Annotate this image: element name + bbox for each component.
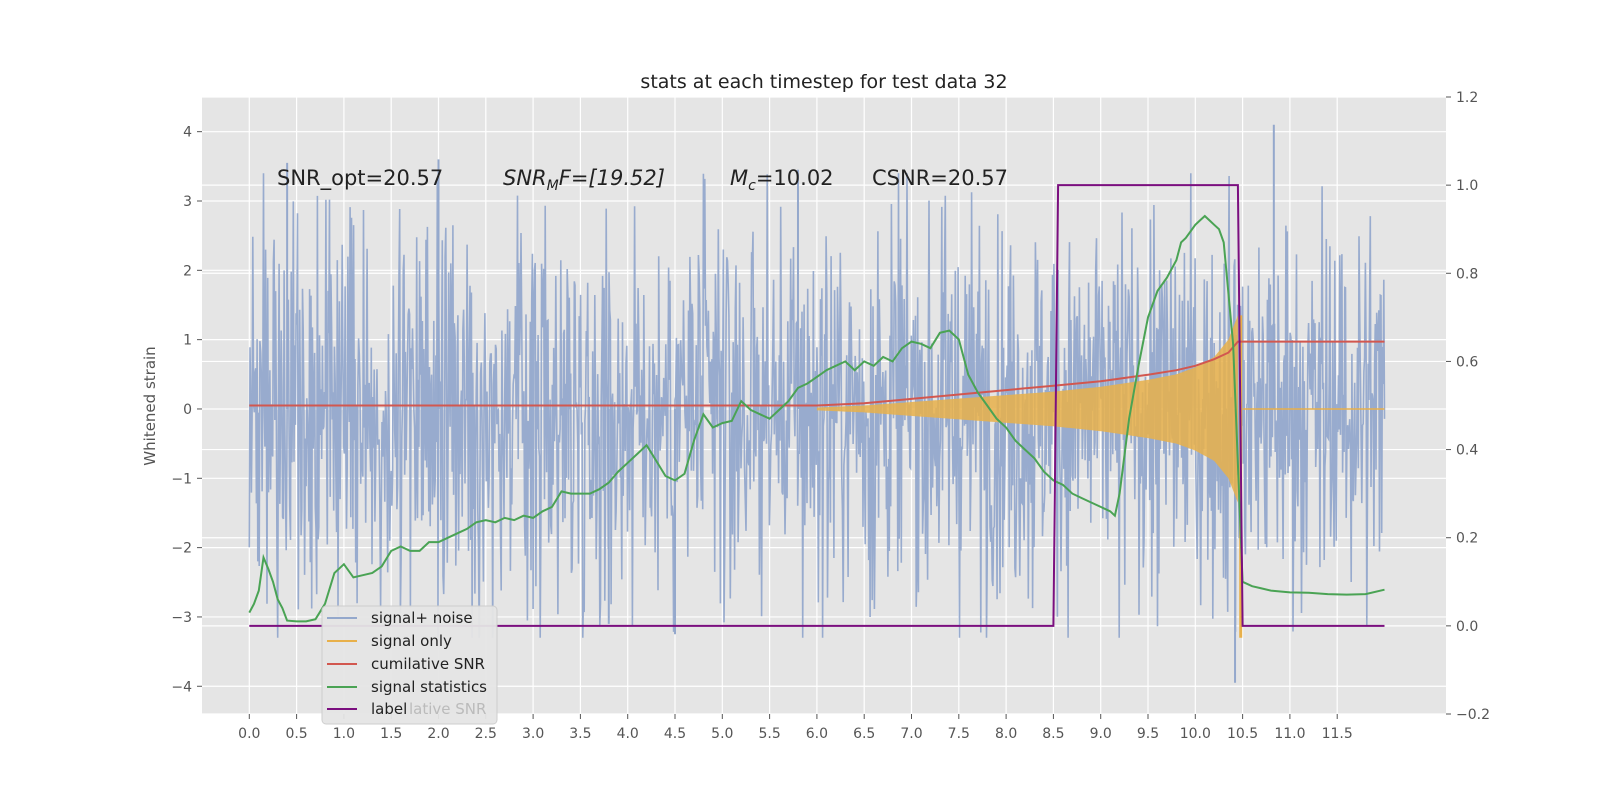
legend-entry-cumulative: cumilative SNR <box>371 655 485 673</box>
x-tick-label: 5.5 <box>758 726 780 742</box>
annotation-snr-mf: SNRMF=[19.52] <box>503 166 665 194</box>
y2-tick-label: 0.6 <box>1456 354 1478 370</box>
x-tick-label: 1.0 <box>333 726 355 742</box>
y2-tick-label: 1.2 <box>1456 90 1478 106</box>
y2-tick-label: −0.2 <box>1456 707 1490 723</box>
y2-tick-label: 0.8 <box>1456 266 1478 282</box>
y-tick-label: 4 <box>183 125 192 141</box>
y-tick-label: 3 <box>183 194 192 210</box>
y-tick-label: −3 <box>171 610 192 626</box>
x-tick-label: 7.5 <box>948 726 970 742</box>
x-tick-label: 2.5 <box>475 726 497 742</box>
x-tick-label: 8.0 <box>995 726 1017 742</box>
y2-tick-label: 0.2 <box>1456 531 1478 547</box>
y-tick-label: −2 <box>171 541 192 557</box>
legend-entry-statistics: signal statistics <box>371 678 487 696</box>
x-tick-label: 2.0 <box>427 726 449 742</box>
x-tick-label: 7.0 <box>900 726 922 742</box>
x-tick-label: 0.0 <box>238 726 260 742</box>
signal-statistics-line <box>248 214 1385 623</box>
x-tick-label: 6.0 <box>806 726 828 742</box>
annotation-snr-opt: SNR_opt=20.57 <box>277 166 443 191</box>
x-tick-label: 4.5 <box>664 726 686 742</box>
y2-tick-label: 0.0 <box>1456 619 1478 635</box>
annotation-mc: Mc=10.02 <box>730 166 834 194</box>
line-series <box>248 184 1385 627</box>
y-tick-label: −1 <box>171 471 192 487</box>
y-tick-label: −4 <box>171 679 192 695</box>
axes: 0.0 0.5 1.0 1.5 2.0 2.5 3.0 3.5 4.0 4.5 5.0 5.5 6.0 6… <box>171 90 1490 742</box>
legend: lative SNR signal+ noise signal only cum… <box>321 605 498 725</box>
signal-only-band <box>816 315 1238 503</box>
legend-entry-label: label <box>371 700 407 718</box>
x-tick-label: 3.0 <box>522 726 544 742</box>
y-tick-label: 1 <box>183 333 192 349</box>
x-tick-label: 6.5 <box>853 726 875 742</box>
y-tick-label: 0 <box>183 402 192 418</box>
label-line <box>249 184 1385 627</box>
x-tick-label: 1.5 <box>380 726 402 742</box>
y-tick-label: 2 <box>183 263 192 279</box>
chart-title: stats at each timestep for test data 32 <box>640 71 1007 93</box>
y-axis-label: Whitened strain <box>141 346 159 465</box>
x-tick-label: 10.0 <box>1180 726 1211 742</box>
legend-entry-signal: signal only <box>371 632 452 650</box>
x-tick-label: 0.5 <box>285 726 307 742</box>
signal-noise-series <box>248 124 1386 683</box>
legend-entry-noise: signal+ noise <box>371 609 473 627</box>
x-tick-label: 5.0 <box>711 726 733 742</box>
x-tick-label: 9.5 <box>1137 726 1159 742</box>
x-tick-label: 10.5 <box>1227 726 1258 742</box>
y2-tick-label: 1.0 <box>1456 178 1478 194</box>
annotation-csnr: CSNR=20.57 <box>872 166 1008 190</box>
x-tick-label: 11.0 <box>1274 726 1305 742</box>
x-tick-label: 8.5 <box>1042 726 1064 742</box>
x-tick-label: 3.5 <box>569 726 591 742</box>
legend-box <box>321 605 498 725</box>
legend-ghost-text: lative SNR <box>409 700 486 718</box>
x-tick-label: 4.0 <box>617 726 639 742</box>
x-tick-label: 11.5 <box>1322 726 1353 742</box>
y2-tick-label: 0.4 <box>1456 443 1478 459</box>
x-tick-label: 9.0 <box>1090 726 1112 742</box>
